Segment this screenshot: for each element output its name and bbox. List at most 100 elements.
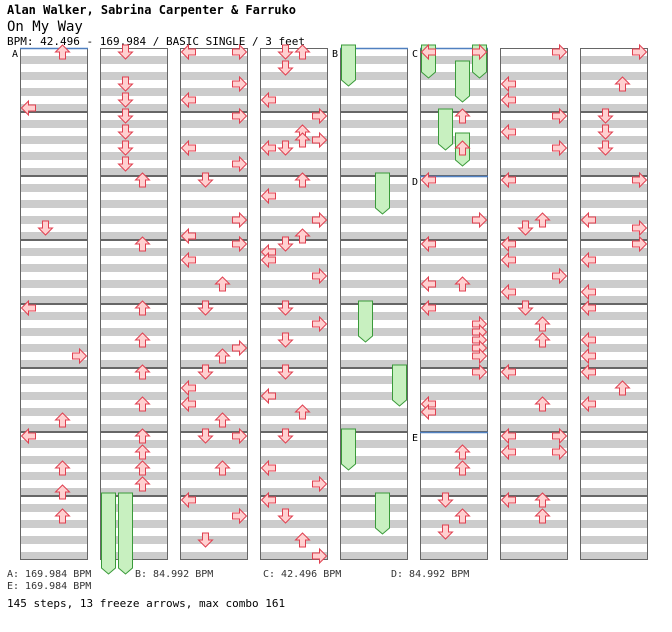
step-arrow xyxy=(37,220,54,236)
measure-block xyxy=(20,496,88,560)
step-arrow xyxy=(597,140,614,156)
measure-block xyxy=(260,176,328,240)
step-arrow xyxy=(277,236,294,252)
measure-block xyxy=(500,368,568,432)
bpm-legend-d: D: 84.992 BPM xyxy=(391,569,470,580)
measure-block xyxy=(580,112,648,176)
step-arrow xyxy=(472,363,488,381)
step-arrow xyxy=(197,428,214,444)
step-arrow xyxy=(580,395,596,413)
step-arrow xyxy=(312,211,328,229)
step-arrow xyxy=(454,140,471,156)
step-arrow xyxy=(552,139,568,157)
section-label: B xyxy=(332,49,338,60)
section-label: E xyxy=(412,433,418,444)
measure-block xyxy=(500,176,568,240)
step-arrow xyxy=(294,404,311,420)
step-arrow xyxy=(54,508,71,524)
step-arrow xyxy=(500,427,516,445)
step-arrow xyxy=(277,300,294,316)
measure-block xyxy=(260,48,328,112)
step-arrow xyxy=(260,187,276,205)
measure-block xyxy=(580,496,648,560)
step-arrow xyxy=(454,460,471,476)
measure-block xyxy=(100,304,168,368)
step-arrow xyxy=(54,44,71,60)
measure-block xyxy=(500,112,568,176)
measure-block xyxy=(500,304,568,368)
step-arrow xyxy=(214,460,231,476)
step-arrow xyxy=(580,251,596,269)
step-arrow xyxy=(277,140,294,156)
step-arrow xyxy=(232,155,248,173)
step-arrow xyxy=(552,443,568,461)
step-arrow xyxy=(632,43,648,61)
step-arrow xyxy=(632,219,648,237)
measure-block xyxy=(420,432,488,496)
step-arrow xyxy=(580,347,596,365)
step-arrow xyxy=(454,276,471,292)
step-arrow xyxy=(180,91,196,109)
measure-block xyxy=(340,304,408,368)
step-arrow xyxy=(614,76,631,92)
measure-block xyxy=(180,176,248,240)
step-arrow xyxy=(534,492,551,508)
measure-block xyxy=(580,48,648,112)
step-arrow xyxy=(232,507,248,525)
step-arrow xyxy=(260,91,276,109)
step-arrow xyxy=(294,532,311,548)
step-arrow xyxy=(260,251,276,269)
step-arrow xyxy=(312,107,328,125)
step-arrow xyxy=(134,172,151,188)
measure-block xyxy=(260,240,328,304)
step-arrow xyxy=(597,124,614,140)
step-arrow xyxy=(614,380,631,396)
step-arrow xyxy=(552,107,568,125)
step-arrow xyxy=(54,412,71,428)
measure-block xyxy=(420,368,488,432)
step-arrow xyxy=(117,44,134,60)
step-arrow xyxy=(312,547,328,565)
step-arrow xyxy=(277,428,294,444)
step-arrow xyxy=(500,75,516,93)
measure-block xyxy=(500,240,568,304)
step-arrow xyxy=(54,460,71,476)
step-arrow xyxy=(500,363,516,381)
step-arrow xyxy=(134,300,151,316)
step-arrow xyxy=(517,300,534,316)
step-arrow xyxy=(20,99,36,117)
step-arrow xyxy=(632,171,648,189)
step-arrow xyxy=(597,108,614,124)
step-arrow xyxy=(197,364,214,380)
step-arrow xyxy=(534,316,551,332)
step-arrow xyxy=(214,276,231,292)
step-arrow xyxy=(454,108,471,124)
step-arrow xyxy=(534,212,551,228)
measure-block xyxy=(580,432,648,496)
step-arrow xyxy=(472,43,488,61)
step-arrow xyxy=(312,267,328,285)
step-arrow xyxy=(20,299,36,317)
measure-block xyxy=(180,304,248,368)
freeze-arrow xyxy=(341,44,356,87)
step-arrow xyxy=(180,251,196,269)
step-arrow xyxy=(420,275,436,293)
measure-block xyxy=(580,240,648,304)
step-arrow xyxy=(180,395,196,413)
step-arrow xyxy=(552,427,568,445)
freeze-arrow xyxy=(375,492,390,535)
step-arrow xyxy=(552,267,568,285)
freeze-arrow xyxy=(455,60,470,103)
step-arrow xyxy=(117,108,134,124)
measure-block xyxy=(100,432,168,496)
step-arrow xyxy=(72,347,88,365)
step-arrow xyxy=(134,332,151,348)
step-arrow xyxy=(580,299,596,317)
measure-block xyxy=(20,432,88,496)
step-arrow xyxy=(180,491,196,509)
step-arrow xyxy=(197,532,214,548)
measure-block xyxy=(580,368,648,432)
step-arrow xyxy=(232,211,248,229)
song-title: On My Way xyxy=(7,19,83,35)
measure-block xyxy=(420,496,488,560)
